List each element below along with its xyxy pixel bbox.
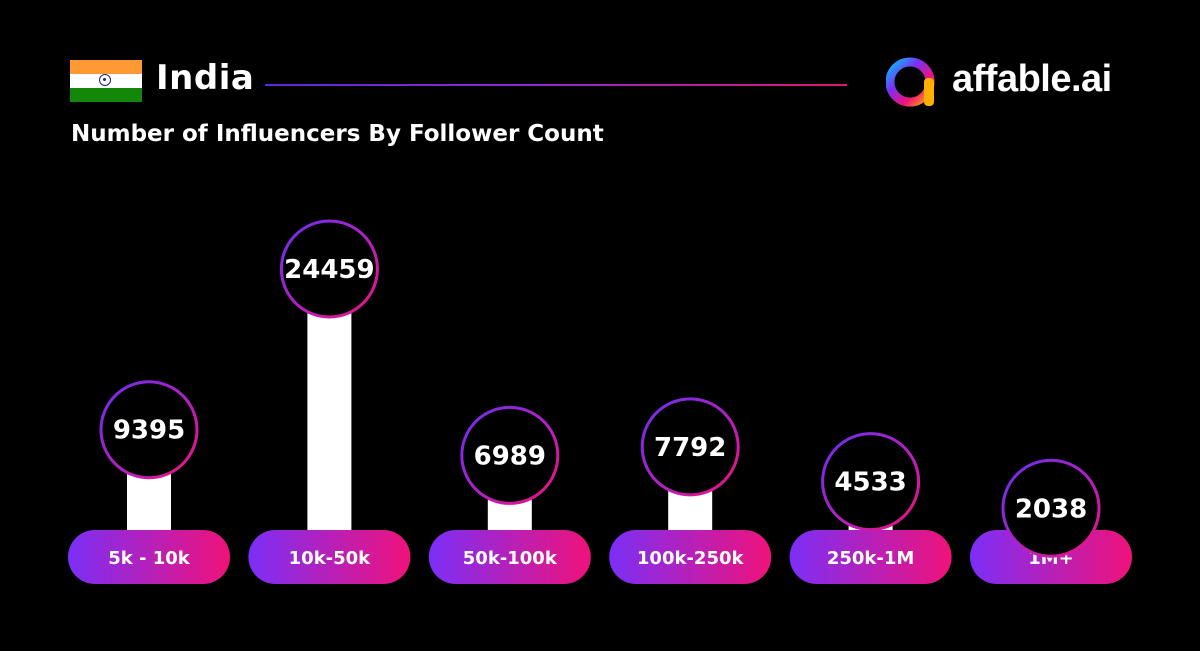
- category-pill: [428, 530, 591, 584]
- category-label: 10k-50k: [289, 548, 372, 569]
- category-pill: [248, 530, 411, 584]
- value-label: 9395: [113, 416, 185, 446]
- affable-logo-icon: [886, 57, 935, 107]
- value-circle: [1001, 458, 1101, 558]
- country-name: India: [156, 58, 255, 98]
- value-label: 7792: [654, 433, 726, 463]
- category-label: 100k-250k: [637, 548, 745, 569]
- value-circle: [460, 405, 560, 505]
- brand-logo: affable.ai: [886, 56, 1146, 108]
- value-circle: [279, 219, 379, 319]
- value-circle: [821, 432, 921, 532]
- category-pill: [789, 530, 952, 584]
- value-circle: [99, 380, 199, 480]
- flag-band-green: [70, 88, 142, 102]
- category-label: 50k-100k: [463, 548, 558, 569]
- value-label: 2038: [1015, 494, 1087, 524]
- category-pill: [609, 530, 772, 584]
- flag-band-saffron: [70, 60, 142, 74]
- value-label: 6989: [474, 441, 546, 471]
- header: India affable.ai Number of Influencers B…: [0, 0, 1200, 160]
- value-label: 4533: [834, 468, 906, 498]
- category-pill: [68, 530, 230, 584]
- ashoka-chakra-icon: [99, 74, 111, 86]
- india-flag-icon: [70, 60, 142, 102]
- category-label: 250k-1M: [827, 548, 914, 569]
- value-label: 24459: [284, 255, 374, 285]
- chart-title: Number of Influencers By Follower Count: [71, 121, 604, 147]
- brand-name: affable.ai: [952, 58, 1112, 100]
- header-divider: [265, 84, 847, 86]
- value-circle: [640, 397, 740, 497]
- category-label: 5k - 10k: [108, 548, 191, 569]
